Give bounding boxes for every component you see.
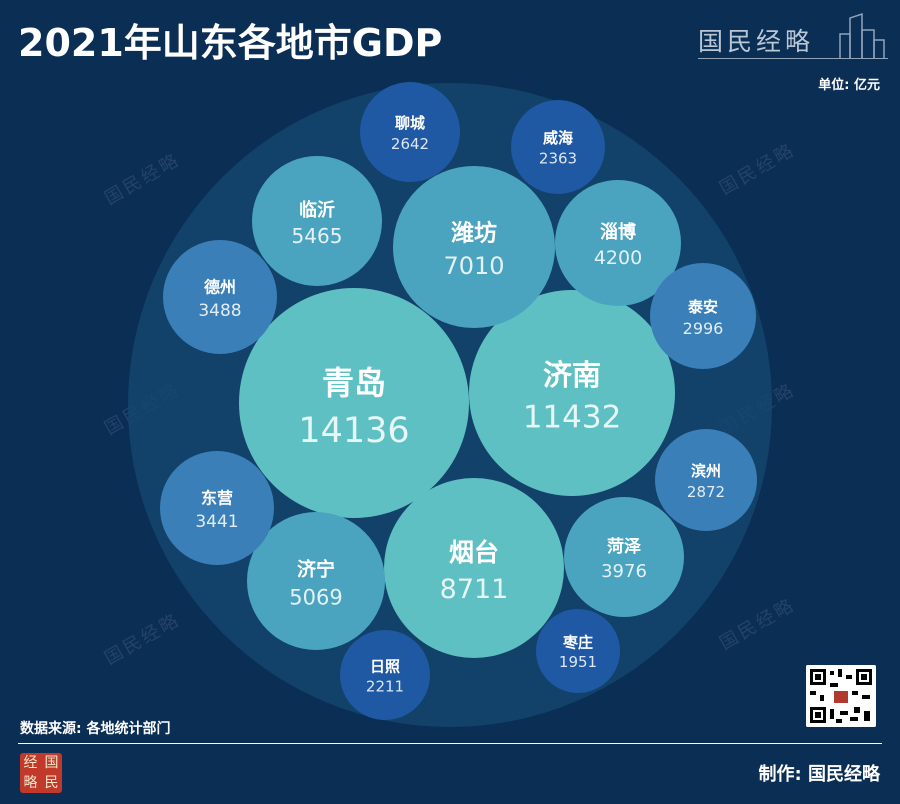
seal-char: 民 — [44, 775, 59, 791]
chart-title: 2021年山东各地市GDP — [18, 21, 443, 65]
seal-char: 经 — [23, 755, 38, 771]
bubble-label: 泰安 — [687, 298, 718, 316]
bubble-circle — [340, 630, 430, 720]
bubble-label: 滨州 — [691, 462, 721, 480]
bubble-value: 8711 — [440, 574, 509, 605]
bubble-circle — [252, 156, 382, 286]
bubble-value: 5465 — [292, 224, 343, 248]
brand-name: 国民经略 — [698, 27, 815, 56]
bubble-label: 青岛 — [322, 364, 386, 402]
bubble-label: 日照 — [370, 657, 400, 675]
bubble-value: 2363 — [539, 150, 577, 168]
bubble-9: 东营 3441 — [160, 451, 274, 565]
bubble-value: 11432 — [523, 400, 622, 436]
bubble-circle — [511, 100, 605, 194]
bubble-4: 临沂 5465 — [252, 156, 382, 286]
bubble-12: 聊城 2642 — [360, 82, 460, 182]
bubble-value: 2642 — [391, 135, 429, 153]
seal-char: 略 — [23, 775, 38, 791]
bubble-3: 潍坊 7010 — [393, 166, 555, 328]
bubble-7: 菏泽 3976 — [564, 497, 684, 617]
bubble-label: 枣庄 — [562, 634, 593, 652]
bubble-label: 临沂 — [299, 199, 335, 221]
bubble-value: 2872 — [687, 483, 725, 501]
bubble-13: 威海 2363 — [511, 100, 605, 194]
bubble-circle — [160, 451, 274, 565]
bubble-0: 青岛 14136 — [239, 288, 469, 518]
unit-label: 单位: 亿元 — [818, 78, 880, 93]
bubble-label: 淄博 — [600, 221, 636, 243]
brand-underline — [698, 58, 888, 59]
maker-credit: 制作: 国民经略 — [758, 764, 880, 785]
bubble-circle — [555, 180, 681, 306]
bubble-value: 2211 — [366, 677, 404, 695]
bubble-8: 德州 3488 — [163, 240, 277, 354]
bubble-value: 2996 — [683, 319, 724, 338]
bubble-value: 3441 — [195, 512, 238, 532]
bubble-14: 日照 2211 — [340, 630, 430, 720]
bubble-label: 东营 — [201, 488, 233, 507]
bubble-value: 4200 — [594, 247, 642, 269]
bubble-5: 济宁 5069 — [247, 512, 385, 650]
bubble-circle — [564, 497, 684, 617]
qr-code[interactable] — [806, 665, 876, 727]
bubble-2: 烟台 8711 — [384, 478, 564, 658]
bubble-label: 潍坊 — [451, 220, 497, 247]
bubble-circle — [469, 290, 675, 496]
brand-seal: 经 国 略 民 — [20, 753, 62, 793]
bubble-label: 德州 — [204, 277, 236, 296]
bubble-circle — [239, 288, 469, 518]
bubble-label: 菏泽 — [607, 536, 641, 557]
bubble-circle — [163, 240, 277, 354]
bubble-group: 青岛 14136 济南 11432 烟台 8711 潍坊 7010 临沂 5465 济宁 5069 淄博… — [160, 82, 757, 720]
bubble-circle — [393, 166, 555, 328]
bubble-value: 3976 — [601, 561, 647, 582]
bubble-circle — [360, 82, 460, 182]
brand-logo: 国民经略 — [698, 12, 888, 62]
footer-divider — [18, 743, 882, 744]
bubble-circle — [384, 478, 564, 658]
bubble-value: 7010 — [443, 252, 504, 280]
bubble-label: 烟台 — [449, 538, 499, 567]
bubble-value: 1951 — [559, 653, 597, 671]
bubble-1: 济南 11432 — [469, 290, 675, 496]
bubble-circle — [650, 263, 756, 369]
bubble-value: 3488 — [198, 301, 241, 321]
buildings-icon — [839, 12, 885, 58]
bubble-circle — [536, 609, 620, 693]
bubble-11: 滨州 2872 — [655, 429, 757, 531]
bubble-label: 聊城 — [395, 114, 425, 132]
seal-char: 国 — [44, 755, 59, 771]
bubble-6: 淄博 4200 — [555, 180, 681, 306]
bubble-label: 济南 — [543, 358, 601, 392]
bubble-value: 5069 — [289, 585, 342, 609]
data-source: 数据来源: 各地统计部门 — [20, 721, 171, 737]
bubble-label: 威海 — [543, 129, 573, 147]
bubble-circle — [247, 512, 385, 650]
bubble-10: 泰安 2996 — [650, 263, 756, 369]
bubble-label: 济宁 — [297, 557, 335, 580]
bubble-value: 14136 — [298, 411, 409, 451]
bubble-circle — [655, 429, 757, 531]
